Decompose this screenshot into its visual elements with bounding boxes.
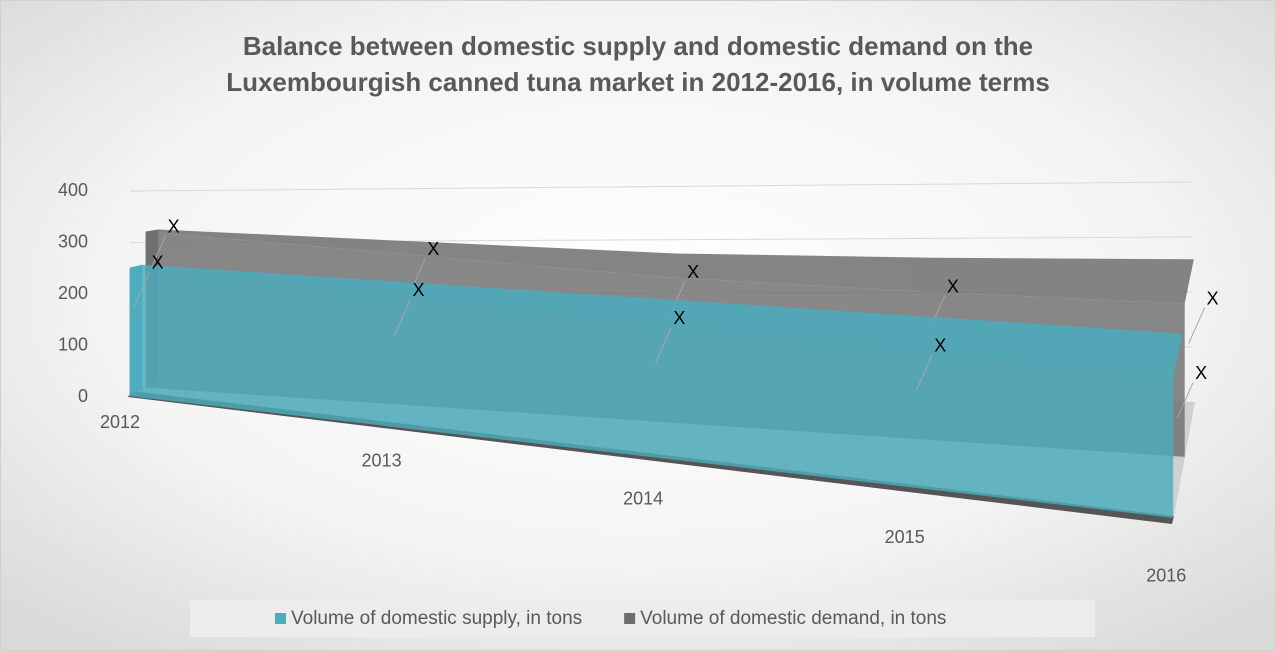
y-tick-label: 400 [58, 180, 88, 200]
x-tick-label: 2014 [623, 489, 663, 509]
leader-line [1176, 382, 1194, 419]
area [129, 267, 1174, 518]
leader-line [1188, 307, 1206, 344]
data-label: X [427, 239, 439, 259]
x-tick-label: 2016 [1146, 565, 1186, 585]
legend-label: Volume of domestic supply, in tons [291, 608, 582, 629]
data-label: X [168, 216, 180, 236]
leader-line [133, 271, 151, 309]
data-label: X [1207, 288, 1219, 308]
y-tick-label: 100 [58, 334, 88, 354]
data-label: X [152, 253, 164, 273]
x-tick-label: 2012 [100, 412, 140, 432]
data-label: X [673, 308, 685, 328]
data-label: X [947, 276, 959, 296]
chart-title: Balance between domestic supply and dome… [226, 31, 1050, 97]
area-top [145, 229, 1194, 304]
legend-swatch [624, 613, 636, 624]
leader-line [394, 299, 411, 336]
area-top [129, 264, 1183, 379]
legend-swatch [275, 613, 286, 624]
y-tick-label: 0 [78, 386, 88, 406]
leader-line [915, 354, 933, 391]
y-tick-label: 200 [58, 283, 88, 303]
data-label: X [1195, 363, 1207, 383]
leader-line [654, 326, 672, 364]
legend-label: Volume of domestic demand, in tons [640, 608, 946, 629]
x-tick-label: 2015 [885, 527, 925, 547]
x-tick-label: 2013 [362, 450, 402, 470]
legend-box [190, 600, 1095, 637]
y-tick-label: 300 [58, 231, 88, 251]
data-label: X [412, 280, 424, 300]
grid-line [129, 181, 1193, 192]
data-label: X [934, 336, 946, 356]
data-label: X [687, 262, 699, 282]
